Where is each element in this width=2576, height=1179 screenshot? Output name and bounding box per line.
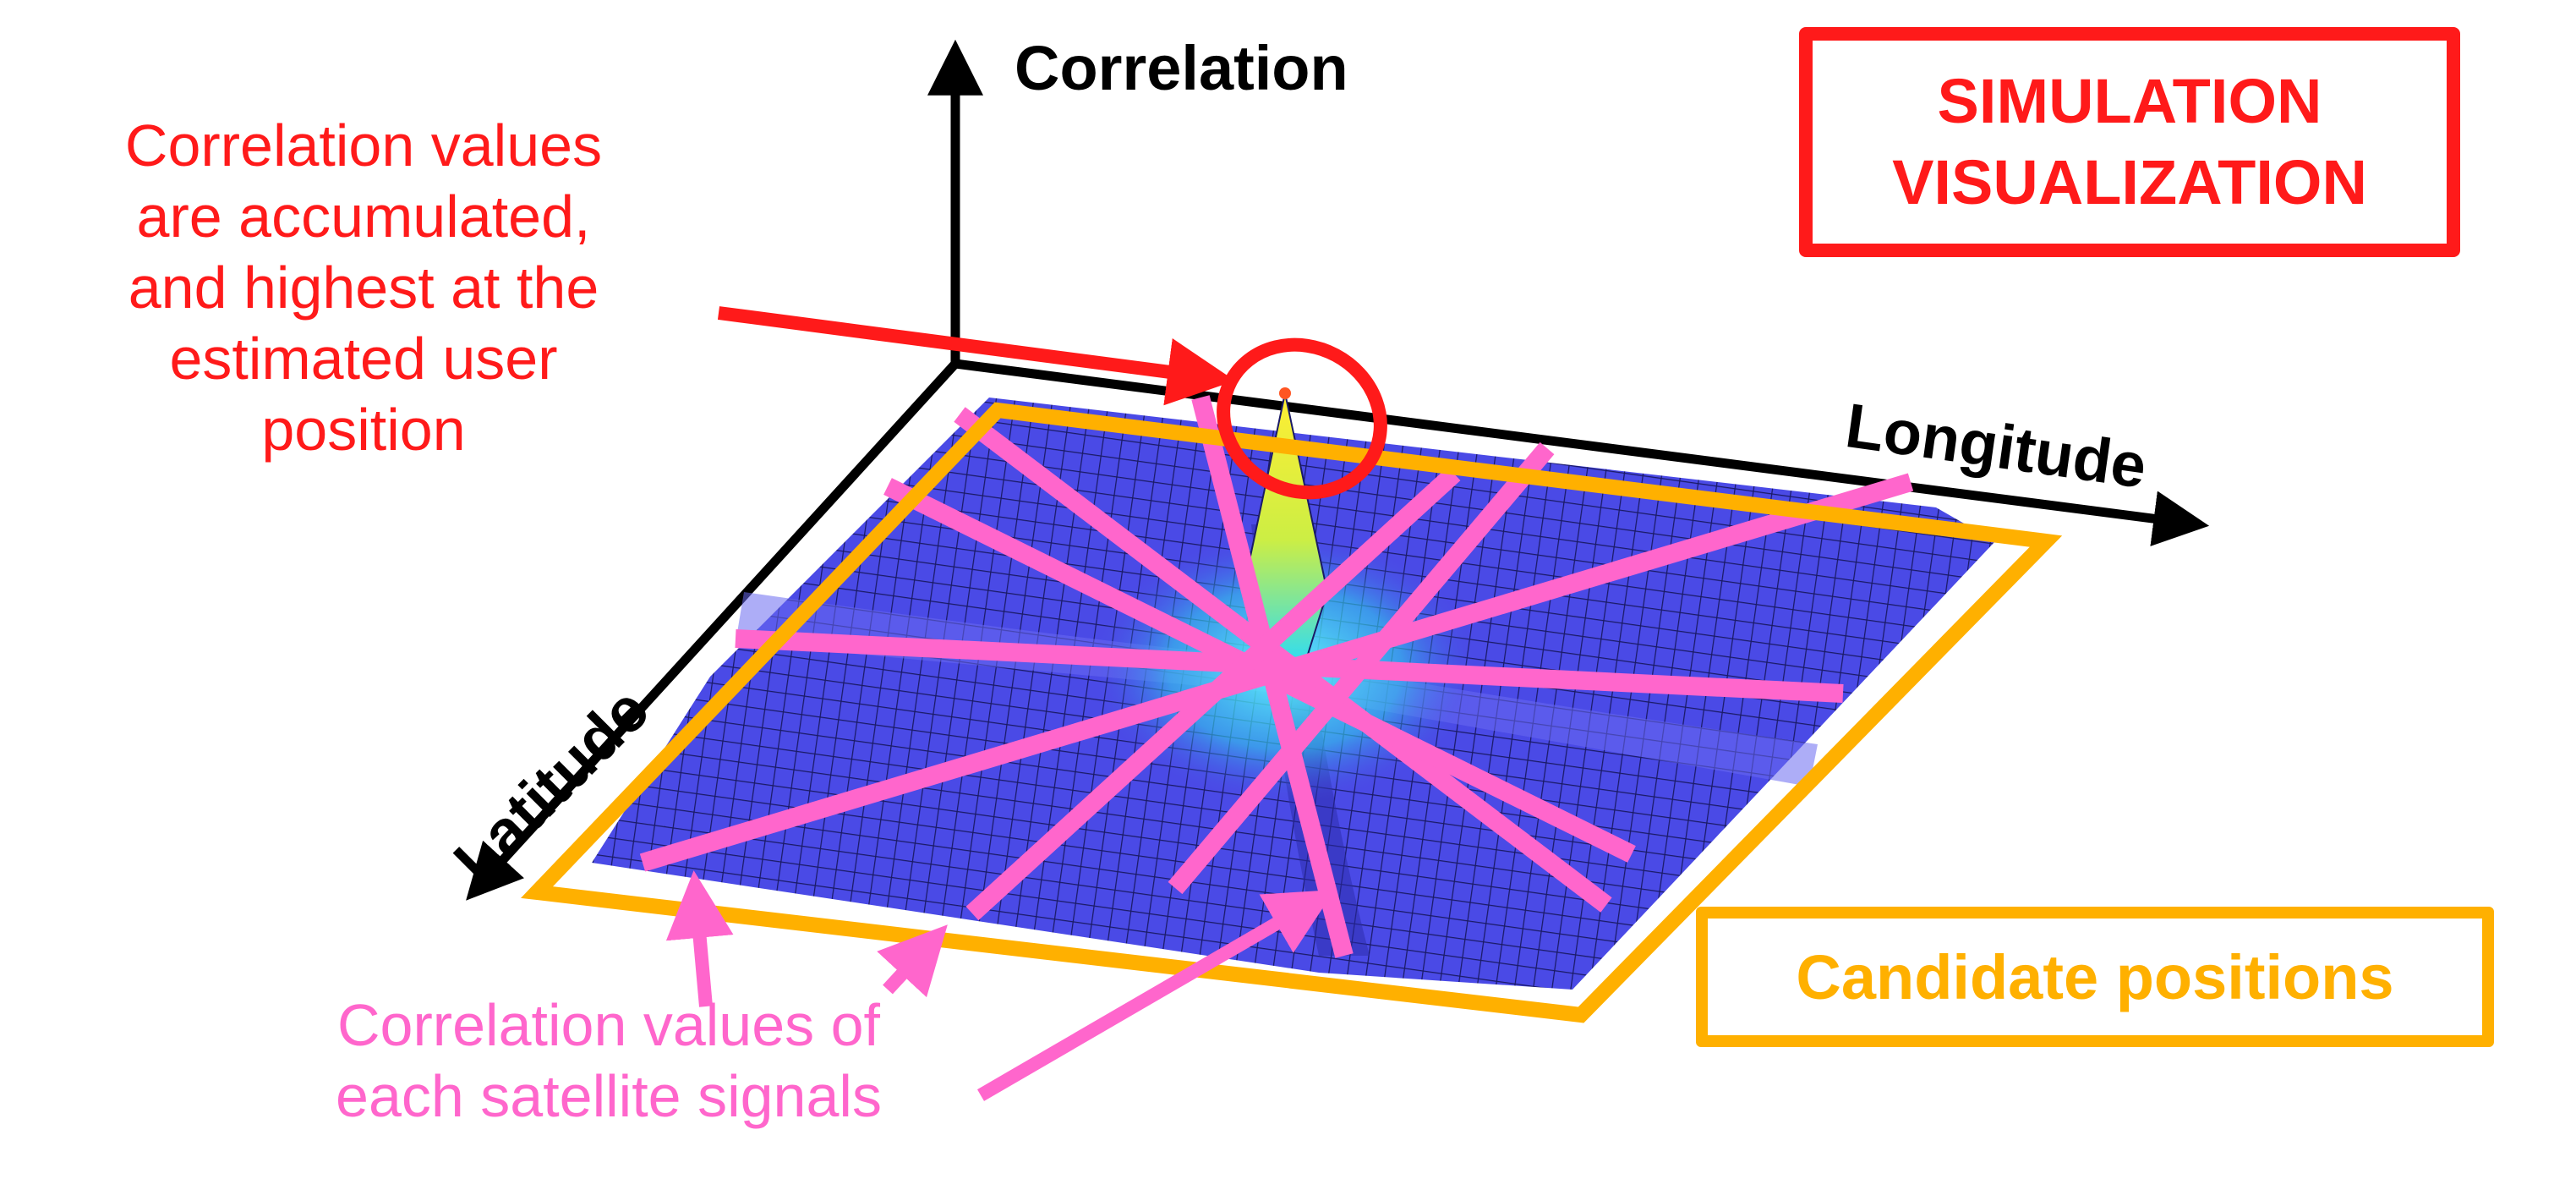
- latitude-axis: [466, 360, 960, 901]
- peak-note-line: and highest at the: [128, 255, 599, 321]
- satellite-note-arrow: [976, 889, 1335, 1101]
- satellite-note-arrow: [665, 870, 734, 1007]
- peak-note: Correlation values are accumulated, and …: [34, 110, 693, 465]
- satellite-note: Correlation values of each satellite sig…: [211, 990, 1006, 1132]
- candidate-positions-label: Candidate positions: [1796, 941, 2394, 1012]
- satellite-note-arrow: [877, 924, 948, 998]
- satellite-note-line: each satellite signals: [336, 1063, 882, 1129]
- satellite-line: [1168, 441, 1555, 895]
- simulation-visualization-box: SIMULATION VISUALIZATION: [1799, 27, 2460, 257]
- simulation-box-line: SIMULATION: [1937, 65, 2322, 136]
- peak-note-arrow: [717, 306, 1235, 406]
- satellite-note-line: Correlation values of: [337, 992, 880, 1058]
- simulation-box-line: VISUALIZATION: [1892, 147, 2367, 217]
- peak-note-line: estimated user: [169, 326, 558, 392]
- peak-note-line: position: [261, 397, 466, 463]
- peak-note-line: Correlation values: [124, 112, 603, 178]
- candidate-border: [521, 402, 2063, 1023]
- axes-group: [466, 39, 2210, 901]
- satellite-note-arrows: [665, 870, 1335, 1101]
- peak-note-line: are accumulated,: [136, 184, 591, 250]
- candidate-positions-box: Candidate positions: [1696, 907, 2494, 1047]
- longitude-axis: [954, 359, 2210, 546]
- peak-marker: [1279, 387, 1291, 399]
- satellite-line: [639, 473, 1914, 872]
- correlation-axis-label: Correlation: [1015, 33, 1348, 103]
- satellite-lines: [639, 395, 1914, 958]
